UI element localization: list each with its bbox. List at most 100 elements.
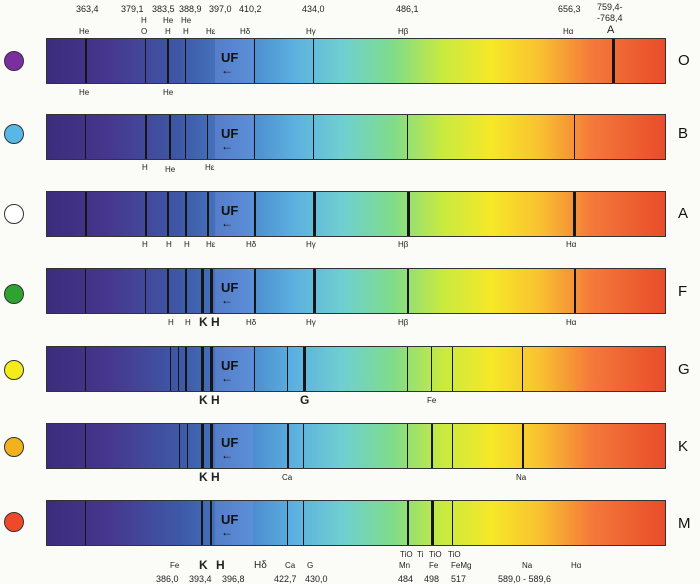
arrow-left-icon: ←	[221, 525, 233, 539]
wavelength-label: 589,0 - 589,6	[498, 574, 552, 584]
element-label: H	[165, 27, 171, 36]
wavelength-label: 759,4-	[597, 2, 623, 12]
element-label: He	[181, 16, 192, 25]
arrow-left-icon: ←	[221, 448, 233, 462]
wavelength-label: 396,8	[222, 574, 245, 584]
line-label: FeMg	[451, 561, 472, 570]
line-label: H	[142, 163, 148, 172]
line-label: Hδ	[254, 560, 267, 571]
line-label: Hγ	[306, 240, 316, 249]
class-o-color-dot	[4, 51, 24, 71]
uf-label: UF	[221, 50, 239, 65]
line-label: Ca	[282, 473, 293, 482]
wavelength-label: 422,7	[274, 574, 297, 584]
spectral-class-label: F	[678, 283, 688, 300]
class-b-color-dot	[4, 124, 24, 144]
wavelength-label: 434,0	[302, 4, 325, 14]
line-label: H	[211, 393, 220, 407]
spectrum-strip-a: UF ←	[46, 191, 666, 237]
element-label: Hγ	[306, 27, 316, 36]
line-label: Hγ	[306, 318, 316, 327]
line-label: Hα	[566, 318, 577, 327]
spectral-class-label: B	[678, 125, 689, 142]
line-label: Hδ	[246, 318, 257, 327]
line-label: K	[199, 558, 208, 572]
line-label: K	[199, 470, 208, 484]
class-a-color-dot	[4, 204, 24, 224]
arrow-left-icon: ←	[221, 216, 233, 230]
spectral-class-label: K	[678, 438, 689, 455]
line-label: TiO	[448, 550, 461, 559]
wavelength-label: 656,3	[558, 4, 581, 14]
wavelength-label: 486,1	[396, 4, 419, 14]
line-label: Ti	[417, 550, 424, 559]
class-k-color-dot	[4, 437, 24, 457]
spectrum-strip-o: UF ←	[46, 38, 666, 84]
line-label: K	[199, 315, 208, 329]
wavelength-label: 386,0	[156, 574, 179, 584]
line-label: Hα	[566, 240, 577, 249]
wavelength-label: 430,0	[305, 574, 328, 584]
line-label: He	[163, 88, 174, 97]
line-label: H	[211, 470, 220, 484]
wavelength-label: -768,4	[597, 13, 623, 23]
uf-label: UF	[221, 203, 239, 218]
class-g-color-dot	[4, 360, 24, 380]
arrow-left-icon: ←	[221, 371, 233, 385]
spectral-class-label: M	[678, 515, 691, 532]
wavelength-label: 379,1	[121, 4, 144, 14]
arrow-left-icon: ←	[221, 293, 233, 307]
line-label: H	[216, 558, 225, 572]
line-label: H	[142, 240, 148, 249]
line-label: Fe	[170, 561, 180, 570]
spectral-class-label: A	[678, 205, 689, 222]
arrow-left-icon: ←	[221, 139, 233, 153]
line-label: H	[211, 315, 220, 329]
wavelength-label: 397,0	[209, 4, 232, 14]
line-label: Hβ	[398, 240, 409, 249]
line-label: He	[165, 165, 176, 174]
line-label: G	[300, 393, 310, 407]
spectrum-strip-b: UF ←	[46, 114, 666, 160]
wavelength-label: 383,5	[152, 4, 175, 14]
uf-label: UF	[221, 126, 239, 141]
line-label: Ca	[285, 561, 296, 570]
spectrum-strip-k: UF ←	[46, 423, 666, 469]
element-label: Hα	[563, 27, 574, 36]
arrow-left-icon: ←	[221, 63, 233, 77]
line-label: Hε	[205, 163, 215, 172]
wavelength-label: 484	[398, 574, 414, 584]
element-label: He	[79, 27, 90, 36]
line-label: TiO	[429, 550, 442, 559]
line-label: Hβ	[398, 318, 409, 327]
wavelength-label: 363,4	[76, 4, 99, 14]
class-f-color-dot	[4, 284, 24, 304]
element-label: O	[141, 27, 148, 36]
line-label: Na	[522, 561, 533, 570]
element-label: Hβ	[398, 27, 409, 36]
wavelength-label: 393,4	[189, 574, 212, 584]
element-label: He	[163, 16, 174, 25]
line-label: Fe	[429, 561, 439, 570]
element-label: H	[141, 16, 147, 25]
wavelength-label: 517	[451, 574, 467, 584]
uf-label: UF	[221, 512, 239, 527]
element-label: H	[183, 27, 189, 36]
line-label: TiO	[400, 550, 413, 559]
spectral-class-label: G	[678, 361, 690, 378]
line-label: Hε	[206, 240, 216, 249]
line-label: Hδ	[246, 240, 257, 249]
line-label: H	[168, 318, 174, 327]
line-label: He	[79, 88, 90, 97]
line-label: Hα	[571, 561, 582, 570]
element-label: Hδ	[240, 27, 251, 36]
spectrum-strip-g: UF ←	[46, 346, 666, 392]
line-label: Fe	[427, 396, 437, 405]
spectrum-strip-f: UF ←	[46, 268, 666, 314]
wavelength-label: 388,9	[179, 4, 202, 14]
class-m-color-dot	[4, 512, 24, 532]
line-label: H	[166, 240, 172, 249]
line-label: K	[199, 393, 208, 407]
line-label: H	[185, 318, 191, 327]
uf-label: UF	[221, 435, 239, 450]
